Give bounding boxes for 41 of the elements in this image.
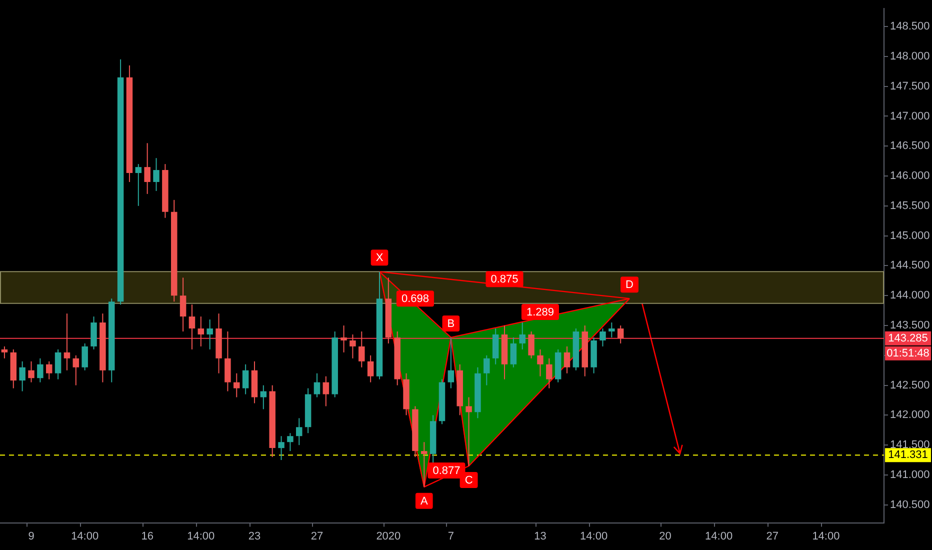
text: 01:51:48 [886, 347, 930, 360]
x-tick-label: 9 [28, 530, 34, 542]
x-tick-label: 23 [248, 530, 261, 542]
y-tick-label: 144.000 [890, 290, 930, 302]
x-tick-label: 20 [659, 530, 672, 542]
y-tick-label: 147.500 [890, 80, 930, 92]
x-tick-label: 14:00 [705, 530, 733, 542]
x-tick-label: 2020 [376, 530, 401, 542]
annotation: 0.875 [490, 274, 518, 286]
annotation: 1.289 [526, 306, 554, 319]
annotation: 0.877 [432, 464, 460, 477]
x-tick-label: 14:00 [71, 530, 99, 542]
data-label: X [376, 252, 384, 264]
ref-line-label: 141.331 [888, 449, 928, 462]
data-label: D [626, 279, 634, 292]
data-label: A [420, 495, 428, 508]
y-tick-label: 146.500 [890, 140, 930, 152]
x-tick-label: 16 [141, 530, 154, 542]
y-tick-label: 144.500 [890, 260, 930, 272]
x-tick-label: 14:00 [580, 530, 608, 542]
annotation: 0.698 [401, 293, 429, 306]
data-label: C [464, 474, 473, 487]
ref-line-label: 143.285 [888, 332, 928, 344]
y-tick-label: 145.000 [890, 230, 930, 242]
y-tick-label: 143.500 [890, 320, 930, 332]
y-tick-label: 146.000 [890, 170, 930, 182]
y-tick-label: 148.500 [890, 20, 930, 33]
y-tick-label: 141.000 [890, 469, 930, 481]
y-tick-label: 147.000 [890, 110, 930, 122]
x-tick-label: 13 [534, 530, 546, 542]
y-tick-label: 142.000 [890, 409, 930, 422]
x-tick-label: 27 [310, 530, 324, 542]
x-tick-label: 27 [766, 530, 779, 542]
y-tick-label: 148.000 [890, 50, 930, 62]
x-tick-label: 14:00 [187, 530, 215, 542]
y-tick-label: 142.500 [890, 379, 930, 392]
y-tick-label: 140.500 [890, 498, 930, 511]
data-label: B [447, 318, 455, 330]
y-tick-label: 145.500 [890, 200, 930, 212]
x-tick-label: 7 [448, 530, 454, 542]
x-tick-label: 14:00 [812, 530, 840, 542]
